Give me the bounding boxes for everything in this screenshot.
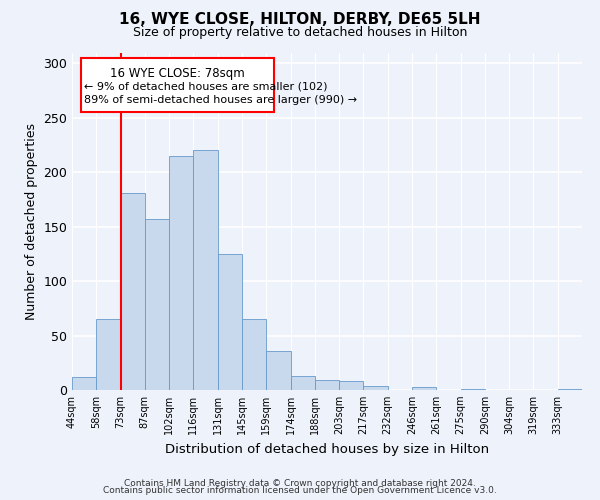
- Text: 16 WYE CLOSE: 78sqm: 16 WYE CLOSE: 78sqm: [110, 66, 244, 80]
- Bar: [558, 389, 582, 390]
- Bar: [266, 351, 290, 390]
- Bar: [461, 389, 485, 390]
- X-axis label: Distribution of detached houses by size in Hilton: Distribution of detached houses by size …: [165, 442, 489, 456]
- Bar: [121, 193, 145, 390]
- Bar: [339, 382, 364, 390]
- Text: ← 9% of detached houses are smaller (102): ← 9% of detached houses are smaller (102…: [84, 82, 328, 92]
- Bar: [412, 386, 436, 390]
- Bar: [315, 380, 339, 390]
- Bar: [290, 376, 315, 390]
- FancyBboxPatch shape: [80, 58, 274, 112]
- Text: Contains HM Land Registry data © Crown copyright and database right 2024.: Contains HM Land Registry data © Crown c…: [124, 478, 476, 488]
- Bar: [364, 386, 388, 390]
- Bar: [169, 156, 193, 390]
- Bar: [242, 319, 266, 390]
- Text: 16, WYE CLOSE, HILTON, DERBY, DE65 5LH: 16, WYE CLOSE, HILTON, DERBY, DE65 5LH: [119, 12, 481, 28]
- Bar: [218, 254, 242, 390]
- Bar: [96, 319, 121, 390]
- Bar: [145, 219, 169, 390]
- Text: Size of property relative to detached houses in Hilton: Size of property relative to detached ho…: [133, 26, 467, 39]
- Y-axis label: Number of detached properties: Number of detached properties: [25, 122, 38, 320]
- Bar: [193, 150, 218, 390]
- Bar: [72, 377, 96, 390]
- Text: Contains public sector information licensed under the Open Government Licence v3: Contains public sector information licen…: [103, 486, 497, 495]
- Text: 89% of semi-detached houses are larger (990) →: 89% of semi-detached houses are larger (…: [84, 95, 357, 105]
